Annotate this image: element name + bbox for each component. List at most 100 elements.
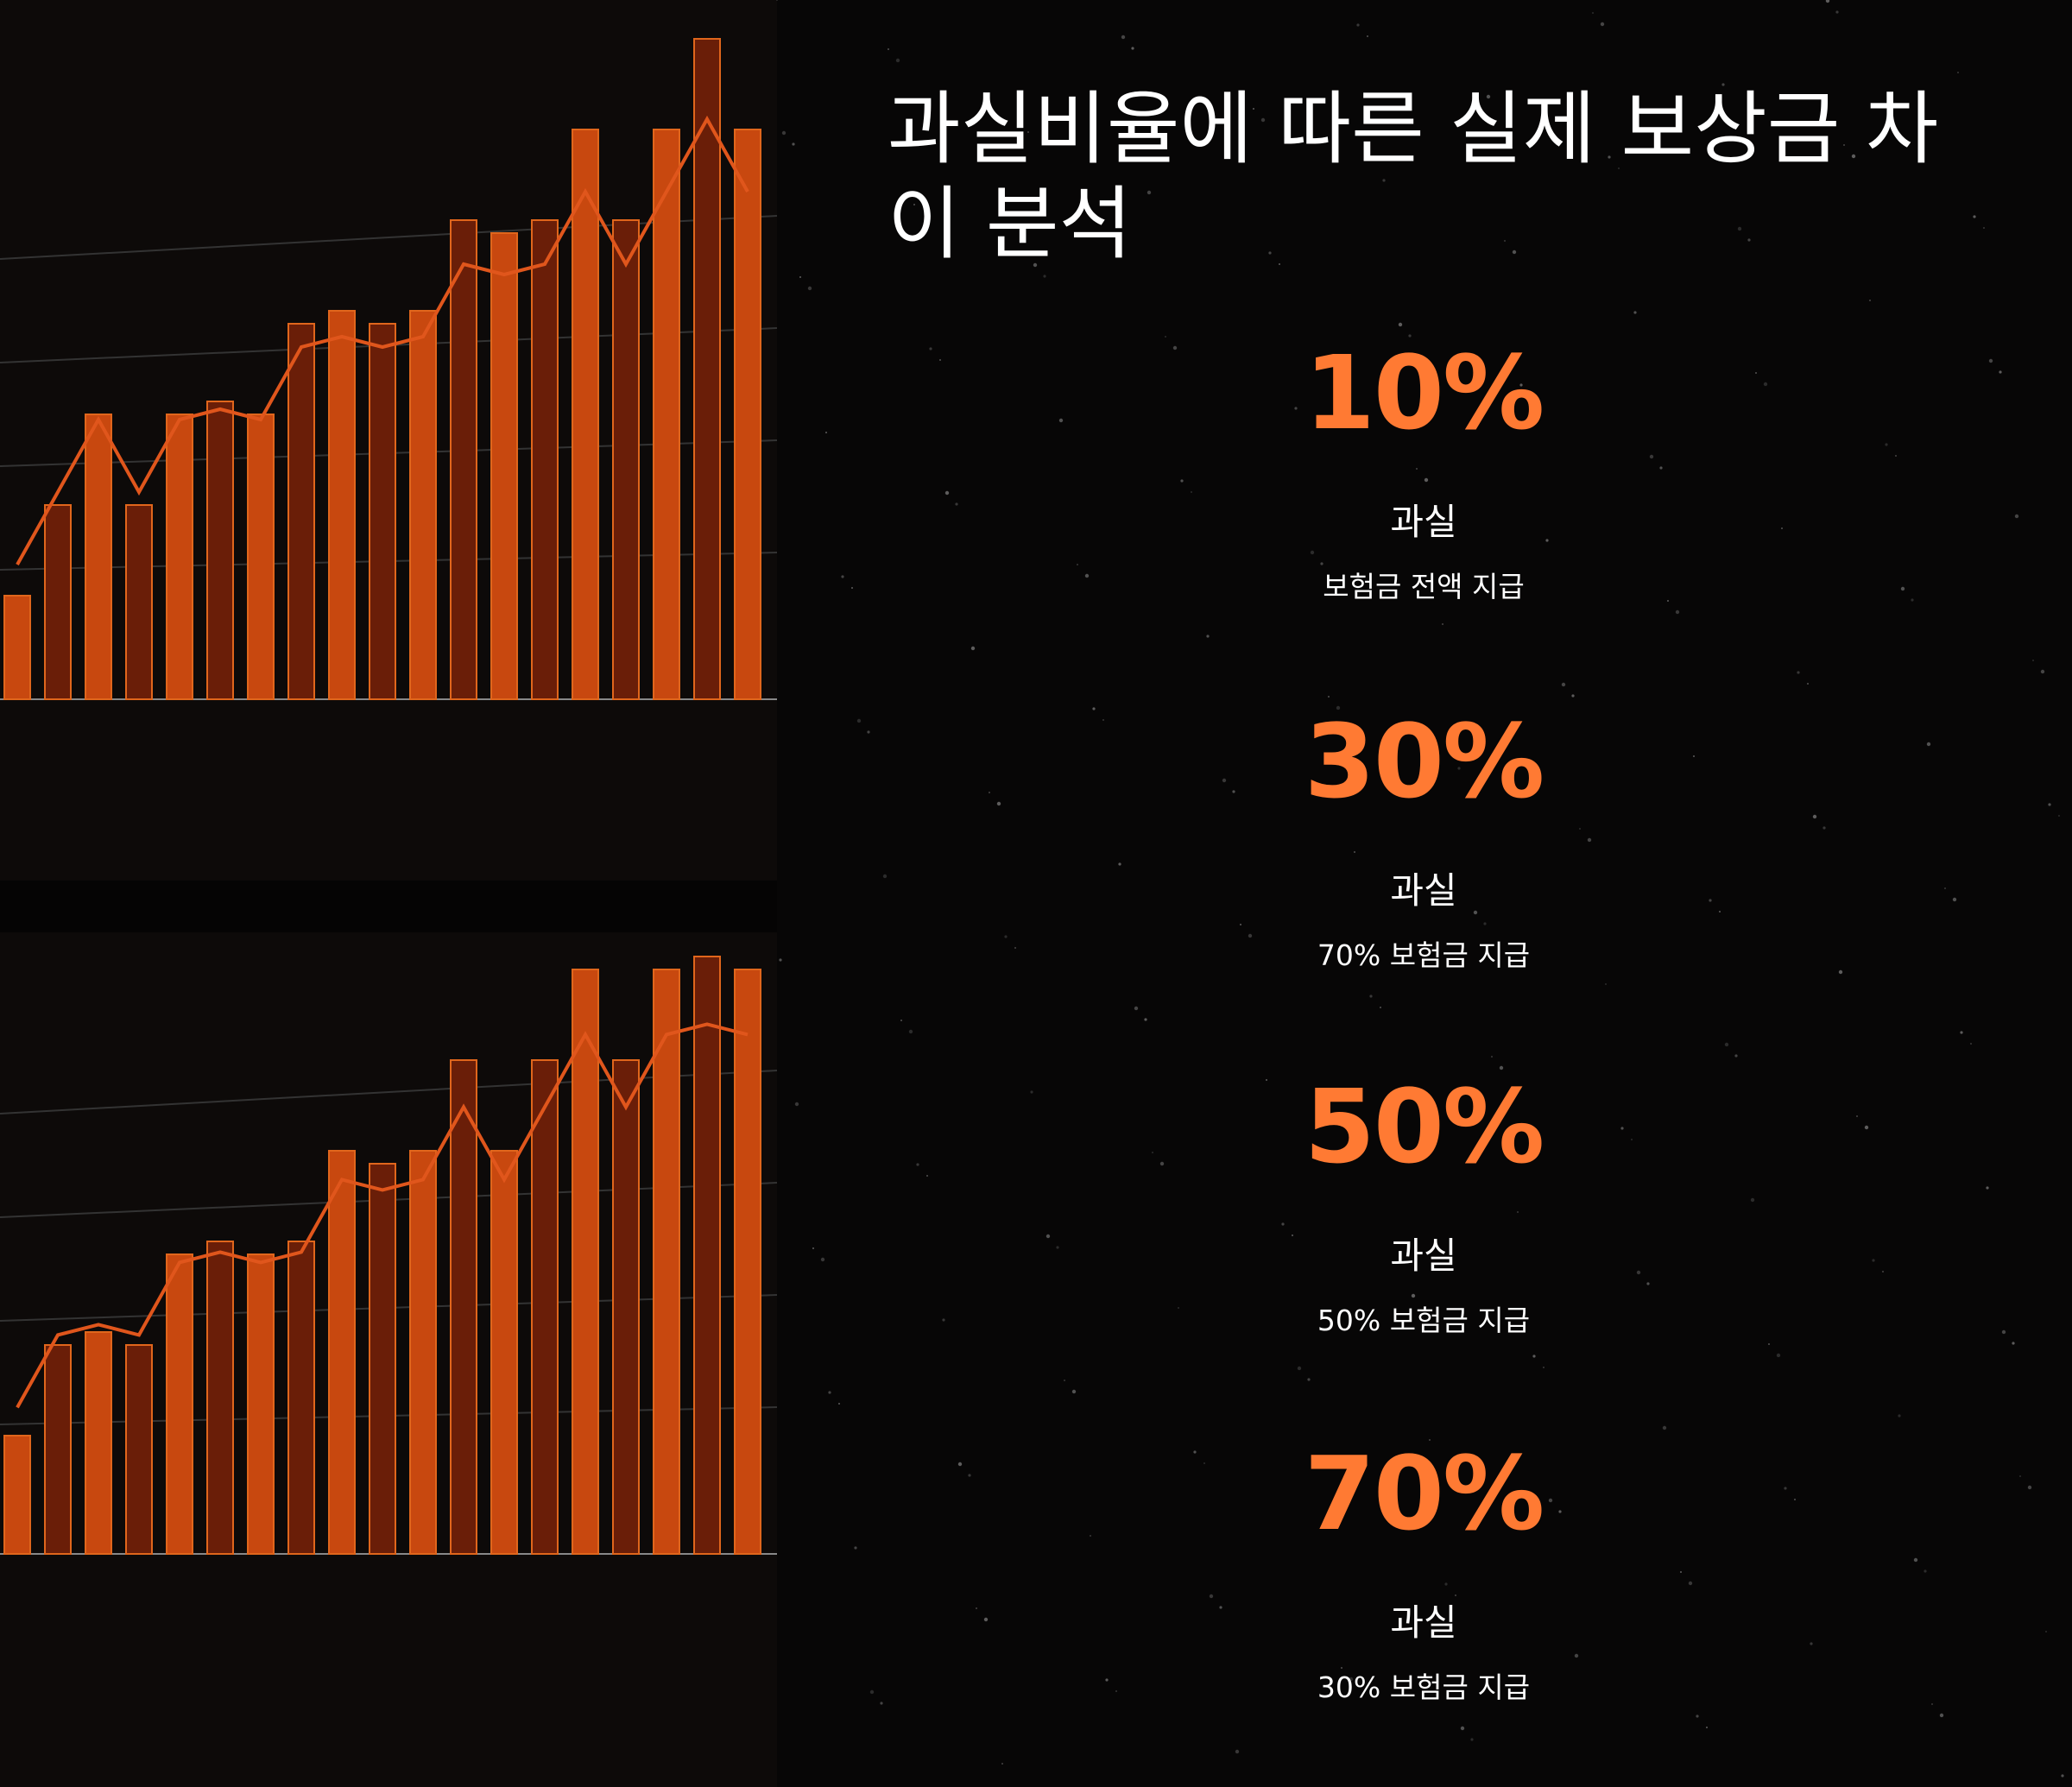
star [1561, 682, 1566, 687]
stat-value: 70% [1304, 1434, 1545, 1553]
star [1807, 683, 1809, 685]
stat-value: 50% [1304, 1067, 1545, 1186]
bar [206, 1241, 234, 1555]
star [2061, 1774, 2064, 1778]
star [1872, 1259, 1875, 1262]
star [1986, 1186, 1989, 1190]
star [1543, 1367, 1545, 1368]
star [1924, 1569, 1927, 1573]
star [1988, 358, 1993, 363]
star [1913, 1557, 1918, 1563]
bar [572, 969, 599, 1555]
star [2027, 1485, 2032, 1490]
star [976, 1607, 977, 1609]
star [1571, 694, 1575, 698]
star [779, 958, 782, 962]
star [1944, 887, 1946, 889]
star [1794, 1499, 1796, 1500]
bar [450, 219, 477, 700]
star [1970, 1043, 1972, 1045]
star [2032, 660, 2034, 661]
star [1307, 1378, 1311, 1381]
star [1784, 1487, 1787, 1490]
star [1911, 598, 1914, 602]
bar [287, 323, 315, 700]
star [1442, 623, 1443, 625]
star [867, 730, 870, 734]
star [1045, 1234, 1051, 1239]
bar [693, 956, 721, 1555]
star [968, 1474, 971, 1477]
bar [125, 1344, 153, 1555]
star [1838, 969, 1843, 975]
star [1102, 719, 1104, 721]
star [895, 58, 900, 63]
star [1206, 635, 1210, 638]
bars [0, 38, 777, 1555]
star [1131, 47, 1134, 50]
star [1380, 1007, 1381, 1008]
star [854, 1546, 857, 1550]
star [1398, 322, 1403, 327]
star [1825, 0, 1830, 3]
star [996, 801, 1001, 806]
bar [287, 1241, 315, 1555]
bar [612, 1059, 640, 1555]
bar [166, 414, 193, 700]
star [955, 502, 958, 506]
star [1084, 573, 1090, 578]
star [1898, 1414, 1901, 1418]
star [1071, 1389, 1077, 1394]
star [2019, 1475, 2021, 1477]
bar [734, 969, 761, 1555]
bar [653, 969, 680, 1555]
star [1030, 1090, 1033, 1094]
star [781, 130, 786, 136]
bar [531, 1059, 559, 1555]
star [970, 646, 976, 651]
bar [693, 38, 721, 700]
star [1781, 527, 1783, 529]
title: 과실비율에 따른 실제 보상금 차이 분석 [888, 83, 1939, 270]
star [1768, 1343, 1770, 1345]
grid [0, 1070, 777, 1115]
stat: 30% 과실 70% 보험금 지급 [1165, 705, 1683, 973]
star [1952, 897, 1957, 902]
bar [531, 219, 559, 700]
star [1058, 418, 1064, 423]
bar [612, 219, 640, 700]
star [1064, 1380, 1065, 1381]
star [983, 1617, 989, 1622]
star [939, 359, 941, 361]
star [1605, 983, 1607, 985]
star [1134, 1006, 1139, 1011]
star [1105, 1678, 1109, 1682]
star [916, 1163, 919, 1166]
star [841, 575, 844, 578]
star [1491, 1056, 1493, 1058]
bar [247, 1253, 275, 1555]
star [1369, 995, 1373, 998]
star [1926, 742, 1931, 747]
stat-desc: 30% 보험금 지급 [1317, 1670, 1531, 1704]
star [2040, 669, 2045, 674]
star [1144, 1018, 1147, 1021]
stat-desc: 50% 보험금 지급 [1317, 1304, 1531, 1337]
star [2045, 1631, 2047, 1632]
star [1960, 1031, 1963, 1034]
star [1014, 947, 1016, 949]
bar [734, 129, 761, 700]
star [1600, 22, 1605, 27]
star [1724, 1042, 1729, 1047]
star [1675, 609, 1680, 615]
star [1869, 300, 1871, 301]
star [1159, 1161, 1165, 1166]
star [1297, 1366, 1302, 1371]
star [1056, 1246, 1059, 1249]
trend [16, 1022, 749, 1409]
star [929, 347, 932, 350]
star [1460, 1726, 1465, 1731]
star [1750, 1197, 1755, 1203]
star [1864, 1125, 1869, 1130]
